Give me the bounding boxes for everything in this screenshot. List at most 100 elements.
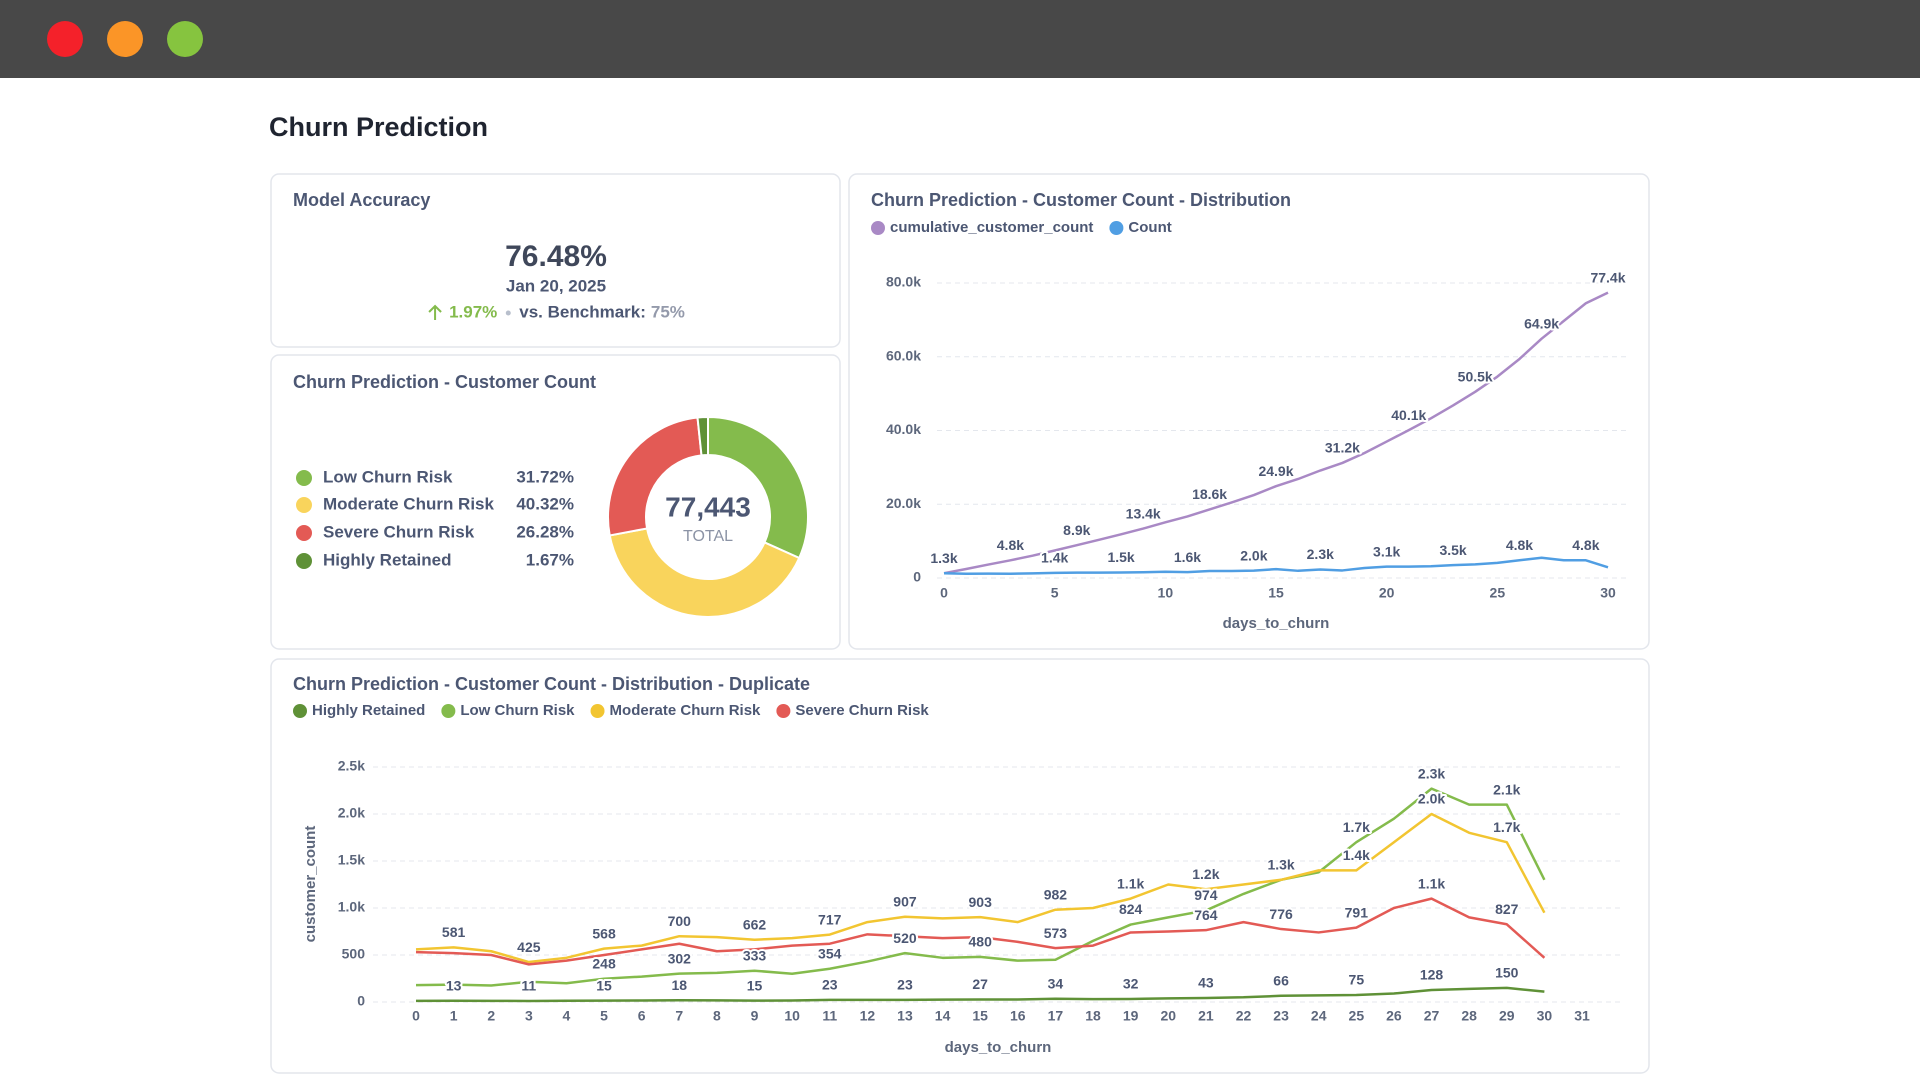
data-label: 150 bbox=[1495, 965, 1519, 981]
x-tick-label: 0 bbox=[412, 1008, 420, 1024]
x-tick-label: 6 bbox=[638, 1008, 646, 1024]
kpi-change: 1.97% bbox=[449, 302, 497, 321]
data-label: 581 bbox=[442, 924, 466, 940]
data-label: 1.7k bbox=[1493, 819, 1520, 835]
x-tick-label: 16 bbox=[1010, 1008, 1026, 1024]
legend-value: 1.67% bbox=[526, 550, 574, 569]
data-label: 2.1k bbox=[1493, 781, 1520, 797]
donut-total-label: TOTAL bbox=[683, 528, 733, 545]
legend-swatch bbox=[296, 553, 312, 569]
legend-label: cumulative_customer_count bbox=[890, 219, 1093, 236]
data-label: 23 bbox=[822, 977, 838, 993]
data-label: 425 bbox=[517, 939, 541, 955]
close-button[interactable] bbox=[47, 21, 83, 57]
data-label: 764 bbox=[1194, 907, 1218, 923]
x-tick-label: 8 bbox=[713, 1008, 721, 1024]
data-label: 824 bbox=[1119, 901, 1143, 917]
x-tick-label: 28 bbox=[1461, 1008, 1477, 1024]
y-tick-label: 20.0k bbox=[886, 495, 921, 511]
donut-slice bbox=[707, 415, 809, 560]
x-tick-label: 5 bbox=[1051, 585, 1059, 601]
data-label: 248 bbox=[592, 955, 616, 971]
data-label: 34 bbox=[1048, 976, 1064, 992]
x-tick-label: 1 bbox=[450, 1008, 458, 1024]
data-label: 700 bbox=[668, 913, 692, 929]
y-tick-label: 500 bbox=[342, 946, 366, 962]
data-label: 13 bbox=[446, 977, 462, 993]
data-label: 2.0k bbox=[1240, 547, 1267, 563]
data-label: 1.4k bbox=[1041, 550, 1068, 566]
data-label: 64.9k bbox=[1524, 315, 1559, 331]
data-label: 43 bbox=[1198, 975, 1214, 991]
y-axis-label: customer_count bbox=[302, 826, 319, 943]
data-label: 662 bbox=[743, 916, 767, 932]
x-tick-label: 12 bbox=[860, 1008, 876, 1024]
data-label: 18 bbox=[672, 977, 688, 993]
y-tick-label: 80.0k bbox=[886, 274, 921, 290]
x-tick-label: 14 bbox=[935, 1008, 951, 1024]
series-line bbox=[415, 897, 1546, 966]
x-tick-label: 30 bbox=[1600, 585, 1616, 601]
y-tick-label: 40.0k bbox=[886, 421, 921, 437]
page-title: Churn Prediction bbox=[269, 112, 488, 142]
data-label: 827 bbox=[1495, 901, 1519, 917]
legend-label: Low Churn Risk bbox=[460, 702, 575, 719]
minimize-button[interactable] bbox=[107, 21, 143, 57]
trend-arrow bbox=[428, 304, 442, 320]
x-tick-label: 4 bbox=[563, 1008, 571, 1024]
data-label: 27 bbox=[972, 976, 988, 992]
data-label: 4.8k bbox=[1572, 537, 1599, 553]
data-label: 907 bbox=[893, 893, 917, 909]
legend-swatch bbox=[296, 497, 312, 513]
x-tick-label: 26 bbox=[1386, 1008, 1402, 1024]
x-tick-label: 9 bbox=[751, 1008, 759, 1024]
legend-swatch bbox=[293, 704, 307, 718]
data-label: 3.5k bbox=[1439, 542, 1466, 558]
line-card bbox=[848, 173, 1650, 650]
donut-slice bbox=[608, 527, 801, 618]
x-tick-label: 7 bbox=[675, 1008, 683, 1024]
maximize-button[interactable] bbox=[167, 21, 203, 57]
data-label: 3.1k bbox=[1373, 543, 1400, 559]
data-label: 13.4k bbox=[1126, 505, 1161, 521]
data-label: 40.1k bbox=[1391, 407, 1426, 423]
data-label: 15 bbox=[747, 977, 763, 993]
legend-label: Count bbox=[1128, 219, 1171, 236]
window-titlebar bbox=[0, 0, 1920, 78]
data-label: 32 bbox=[1123, 976, 1139, 992]
x-tick-label: 25 bbox=[1490, 585, 1506, 601]
data-label: 974 bbox=[1194, 887, 1218, 903]
data-label: 2.3k bbox=[1418, 765, 1445, 781]
legend-swatch bbox=[590, 704, 605, 718]
data-label: 982 bbox=[1044, 886, 1068, 902]
x-tick-label: 5 bbox=[600, 1008, 608, 1024]
legend-label: Moderate Churn Risk bbox=[323, 494, 495, 513]
x-tick-label: 20 bbox=[1379, 585, 1395, 601]
x-tick-label: 11 bbox=[822, 1008, 837, 1024]
series-line bbox=[415, 787, 1546, 987]
x-tick-label: 19 bbox=[1123, 1008, 1139, 1024]
legend-swatch bbox=[871, 221, 885, 235]
x-tick-label: 18 bbox=[1085, 1008, 1101, 1024]
legend-swatch bbox=[1109, 221, 1124, 235]
data-label: 2.3k bbox=[1307, 546, 1334, 562]
data-label: 791 bbox=[1345, 904, 1369, 920]
legend-swatch bbox=[296, 525, 312, 541]
data-label: 75 bbox=[1349, 972, 1365, 988]
legend-swatch bbox=[776, 704, 791, 718]
x-tick-label: 0 bbox=[940, 585, 948, 601]
data-label: 1.3k bbox=[1267, 857, 1294, 873]
x-tick-label: 27 bbox=[1424, 1008, 1440, 1024]
legend-swatch bbox=[296, 470, 312, 486]
data-label: 520 bbox=[893, 930, 917, 946]
kpi-benchmark: 75% bbox=[651, 302, 685, 321]
legend-label: Severe Churn Risk bbox=[795, 702, 929, 719]
legend-label: Highly Retained bbox=[323, 550, 451, 569]
x-tick-label: 15 bbox=[1268, 585, 1284, 601]
x-tick-label: 31 bbox=[1574, 1008, 1590, 1024]
y-tick-label: 0 bbox=[357, 993, 365, 1009]
series-line bbox=[415, 812, 1546, 964]
data-label: 717 bbox=[818, 911, 842, 927]
y-tick-label: 2.0k bbox=[338, 805, 365, 821]
y-tick-label: 1.5k bbox=[338, 852, 365, 868]
